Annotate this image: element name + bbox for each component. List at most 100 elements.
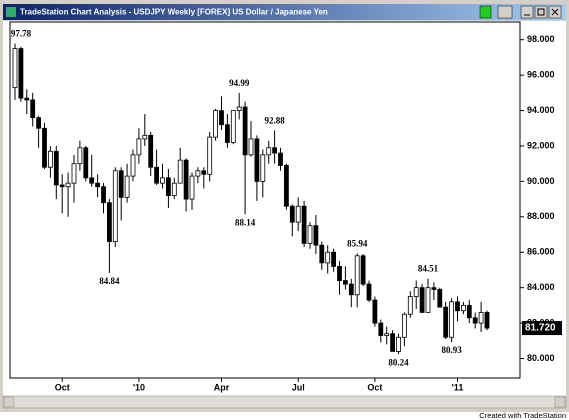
price-annotation: 84.51 <box>418 264 439 274</box>
candle-body <box>313 225 319 246</box>
candle-body <box>183 159 189 200</box>
candle-body <box>48 150 53 168</box>
candle-body <box>348 283 354 296</box>
candle-body <box>455 301 460 312</box>
candle-body <box>478 312 484 324</box>
candle-body <box>107 202 112 243</box>
footer-bg <box>412 412 569 420</box>
candle-body <box>437 289 443 308</box>
candle-body <box>160 177 165 184</box>
candle-body <box>89 177 95 184</box>
candle-body <box>59 184 65 188</box>
x-tick-label: '11 <box>452 382 464 392</box>
candle-body <box>419 287 425 313</box>
candle-body <box>366 283 372 301</box>
candle-body <box>101 186 106 204</box>
x-tick-label: Oct <box>367 382 382 392</box>
candle-body <box>319 244 325 264</box>
y-tick-label: 96.000 <box>527 70 555 80</box>
candle-body <box>65 182 71 188</box>
candle-body <box>236 106 242 111</box>
candle-body <box>148 134 154 168</box>
candle-body <box>295 205 301 223</box>
candle-body <box>189 175 195 200</box>
candle-body <box>378 322 384 336</box>
price-annotation: 80.24 <box>388 357 409 367</box>
candle-body <box>443 306 449 338</box>
candle-body <box>407 296 413 315</box>
candle-body <box>112 170 118 243</box>
minimize-button[interactable] <box>520 5 534 19</box>
menu-button[interactable] <box>497 5 513 19</box>
candle-body <box>201 170 207 175</box>
y-tick-label: 84.000 <box>527 282 555 292</box>
candle-body <box>71 163 77 184</box>
scrollbar[interactable] <box>2 395 567 409</box>
candle-body <box>42 127 47 168</box>
price-annotation: 94.99 <box>229 78 250 88</box>
candle-body <box>213 110 219 138</box>
candle-body <box>272 147 278 154</box>
candle-body <box>53 150 59 186</box>
candle-body <box>283 165 289 207</box>
candle-body <box>384 333 390 336</box>
candle-body <box>124 175 130 198</box>
button-glyphs <box>524 8 559 16</box>
candle-body <box>230 110 236 143</box>
y-tick-label: 94.000 <box>527 105 555 115</box>
x-tick-label: '10 <box>133 382 145 392</box>
x-tick-label: Jul <box>292 382 305 392</box>
footer: Created with TradeStation <box>479 411 566 420</box>
candle-body <box>449 301 455 338</box>
price-annotation: 92.88 <box>264 115 285 125</box>
candle-body <box>372 299 378 324</box>
candle-body <box>195 170 201 177</box>
candle-body <box>219 110 224 126</box>
price-annotation: 97.78 <box>11 29 32 39</box>
scroll-right[interactable] <box>554 396 566 408</box>
app-icon <box>6 7 16 17</box>
candle-body <box>130 154 136 177</box>
candle-body <box>466 304 472 319</box>
candle-body <box>484 312 490 329</box>
candle-body <box>431 287 437 290</box>
candle-body <box>254 138 260 182</box>
price-annotation: 88.14 <box>235 217 256 227</box>
price-annotation: 84.84 <box>99 276 120 286</box>
status-icon[interactable] <box>479 5 492 19</box>
price-annotation: 85.94 <box>347 238 368 248</box>
candle-body <box>331 251 337 267</box>
candle-body <box>165 177 171 196</box>
candle-body <box>307 225 313 244</box>
last-price-box <box>522 321 562 336</box>
candle-body <box>248 138 254 156</box>
candle-body <box>289 205 295 223</box>
price-annotation: 80.93 <box>441 345 462 355</box>
candle-body <box>12 48 18 88</box>
candle-body <box>278 152 283 166</box>
candle-body <box>396 336 401 352</box>
plot-border <box>9 21 521 379</box>
candle-body <box>460 304 466 312</box>
x-tick-label: Oct <box>55 382 70 392</box>
candle-body <box>354 255 360 296</box>
y-tick-label: 90.000 <box>527 176 555 186</box>
chart-background <box>3 21 566 396</box>
candle-body <box>337 266 342 281</box>
candle-body <box>118 170 124 198</box>
candle-body <box>342 280 348 285</box>
candle-body <box>224 124 230 143</box>
candle-body <box>36 117 41 129</box>
candle-body <box>207 136 213 175</box>
candle-body <box>83 147 89 179</box>
y-tick-label: 80.000 <box>527 353 555 363</box>
scroll-left[interactable] <box>3 396 15 408</box>
title-bar <box>3 4 566 20</box>
candle-body <box>266 147 272 156</box>
candle-body <box>77 147 83 165</box>
maximize-button[interactable] <box>534 5 548 19</box>
candle-body <box>425 287 431 313</box>
window-title: TradeStation Chart Analysis - USDJPY Wee… <box>20 8 328 17</box>
y-tick-label: 86.000 <box>527 247 555 257</box>
